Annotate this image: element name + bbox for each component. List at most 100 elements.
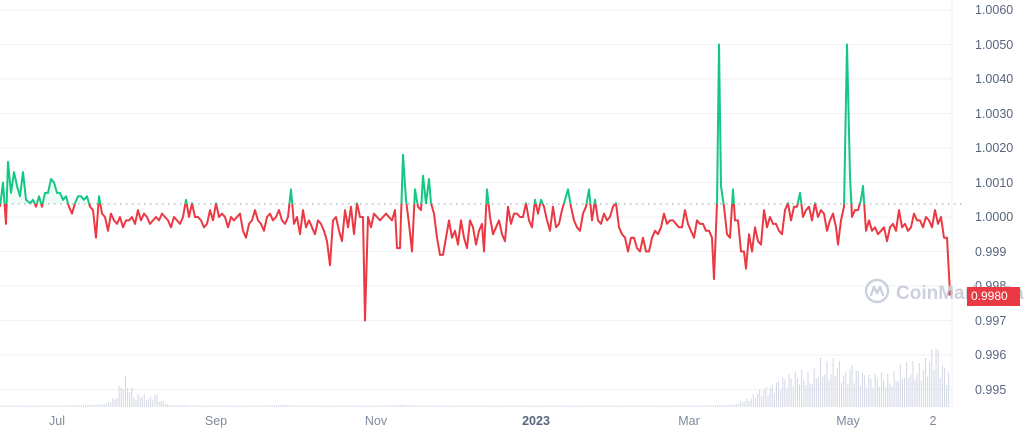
volume-bar bbox=[857, 370, 859, 407]
volume-bar bbox=[748, 401, 750, 407]
volume-bar bbox=[505, 405, 507, 407]
price-line-down bbox=[0, 203, 951, 322]
volume-bar bbox=[788, 374, 790, 407]
volume-bar bbox=[593, 405, 595, 407]
volume-bar bbox=[305, 405, 307, 407]
volume-bar bbox=[828, 379, 830, 407]
volume-bar bbox=[454, 405, 456, 407]
volume-bar bbox=[553, 405, 555, 407]
volume-bar bbox=[217, 405, 219, 407]
volume-bar bbox=[114, 399, 116, 407]
volume-bar bbox=[811, 384, 813, 407]
volume-bar bbox=[685, 405, 687, 407]
volume-bar bbox=[444, 405, 446, 407]
volume-bar bbox=[809, 383, 811, 407]
y-tick-label: 1.0020 bbox=[975, 141, 1014, 155]
volume-bar bbox=[616, 405, 618, 407]
volume-bar bbox=[316, 405, 318, 407]
volume-bar bbox=[769, 387, 771, 407]
volume-bar bbox=[433, 405, 435, 407]
volume-bar bbox=[509, 405, 511, 407]
volume-bar bbox=[30, 405, 32, 407]
volume-bar bbox=[64, 405, 66, 407]
volume-bar bbox=[605, 405, 607, 407]
volume-bar bbox=[80, 405, 82, 407]
volume-bar bbox=[320, 405, 322, 407]
volume-bar bbox=[750, 398, 752, 407]
volume-bar bbox=[946, 385, 948, 407]
volume-bar bbox=[870, 378, 872, 407]
volume-bar bbox=[179, 405, 181, 407]
volume-bar bbox=[196, 405, 198, 407]
volume-bar bbox=[563, 405, 565, 407]
volume-bar bbox=[723, 405, 725, 407]
volume-bar bbox=[704, 405, 706, 407]
volume-bar bbox=[53, 405, 55, 407]
volume-bar bbox=[652, 405, 654, 407]
volume-bar bbox=[507, 405, 509, 407]
volume-bar bbox=[937, 349, 939, 407]
volume-bar bbox=[376, 405, 378, 407]
volume-bar bbox=[326, 405, 328, 407]
volume-bar bbox=[368, 405, 370, 407]
y-tick-label: 1.0010 bbox=[975, 175, 1014, 190]
volume-bar bbox=[299, 405, 301, 407]
volume-bar bbox=[649, 405, 651, 407]
volume-bar bbox=[450, 405, 452, 407]
volume-bar bbox=[490, 405, 492, 407]
volume-bar bbox=[754, 398, 756, 407]
volume-bar bbox=[397, 404, 399, 407]
volume-bar bbox=[76, 405, 78, 407]
volume-bar bbox=[404, 405, 406, 407]
volume-bar bbox=[866, 387, 868, 407]
volume-bar bbox=[59, 405, 61, 407]
volume-bar bbox=[675, 405, 677, 407]
volume-bar bbox=[127, 388, 129, 407]
volume-bar bbox=[908, 378, 910, 407]
volume-bar bbox=[820, 357, 822, 407]
volume-bar bbox=[198, 405, 200, 407]
volume-bar bbox=[757, 393, 759, 407]
volume-bar bbox=[40, 405, 42, 407]
volume-bar bbox=[148, 399, 150, 407]
volume-bar bbox=[185, 405, 187, 407]
volume-bar bbox=[572, 405, 574, 407]
volume-bar bbox=[523, 405, 525, 407]
volume-bar bbox=[610, 405, 612, 407]
coinmarketcap-logo-icon bbox=[864, 278, 890, 310]
volume-bar bbox=[532, 405, 534, 407]
volume-bar bbox=[26, 405, 28, 407]
volume-bar bbox=[82, 405, 84, 407]
volume-bar bbox=[95, 404, 97, 407]
volume-bar bbox=[295, 405, 297, 407]
volume-bar bbox=[813, 367, 815, 407]
volume-bar bbox=[591, 405, 593, 407]
volume-bar bbox=[469, 405, 471, 407]
volume-bar bbox=[17, 405, 19, 407]
volume-bar bbox=[578, 405, 580, 407]
volume-bar bbox=[731, 404, 733, 407]
volume-bar bbox=[395, 405, 397, 407]
volume-bar bbox=[513, 405, 515, 407]
volume-bar bbox=[334, 405, 336, 407]
volume-bar bbox=[32, 405, 34, 407]
volume-bar bbox=[187, 405, 189, 407]
volume-bar bbox=[232, 405, 234, 407]
volume-bar bbox=[345, 405, 347, 407]
volume-bar bbox=[225, 405, 227, 407]
volume-bar bbox=[362, 405, 364, 407]
volume-bar bbox=[410, 405, 412, 407]
volume-bar bbox=[635, 405, 637, 407]
volume-bar bbox=[284, 405, 286, 407]
volume-bar bbox=[282, 404, 284, 407]
volume-bar bbox=[330, 405, 332, 407]
volume-bar bbox=[452, 405, 454, 407]
volume-bar bbox=[782, 377, 784, 407]
volume-bar bbox=[706, 405, 708, 407]
volume-bar bbox=[442, 405, 444, 407]
volume-bar bbox=[240, 405, 242, 407]
volume-bar bbox=[778, 381, 780, 407]
volume-bar bbox=[353, 405, 355, 407]
